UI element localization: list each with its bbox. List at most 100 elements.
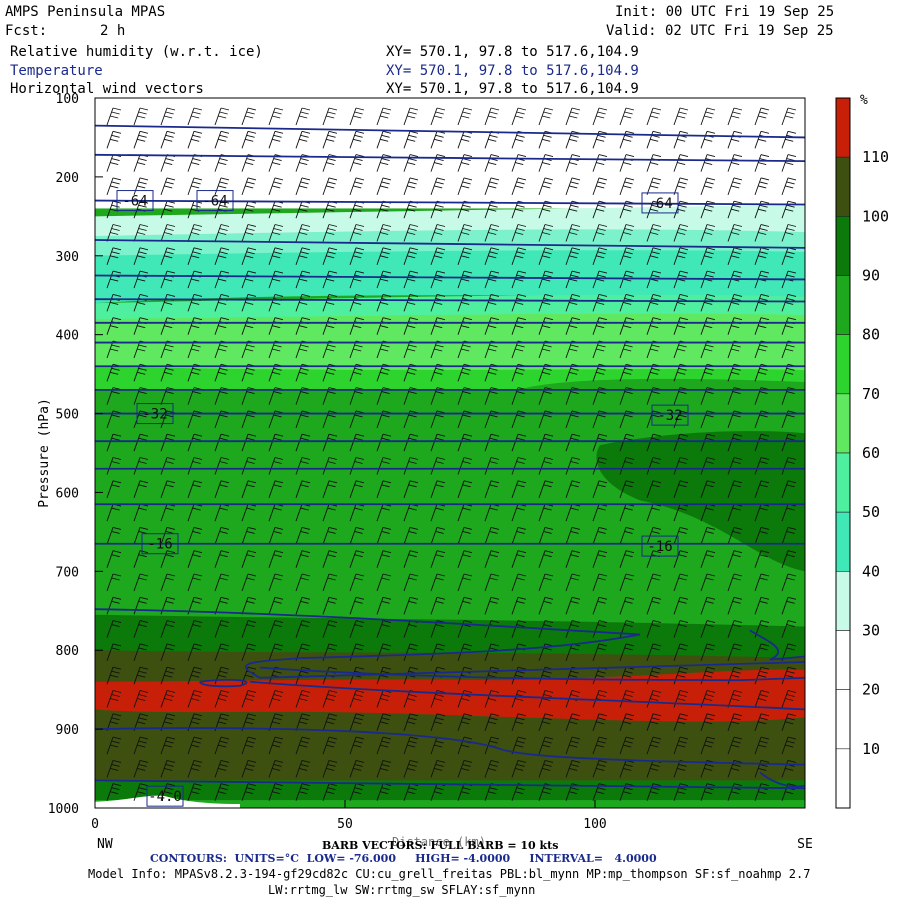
wind-barb xyxy=(457,596,473,615)
wind-barb xyxy=(430,596,446,615)
wind-barb xyxy=(754,363,770,382)
colorbar-tick-label: 50 xyxy=(862,503,880,521)
wind-barb xyxy=(484,596,500,615)
contour-label-box xyxy=(116,190,154,212)
wind-barb xyxy=(511,596,527,615)
wind-barb xyxy=(592,573,608,592)
wind-barb xyxy=(376,620,392,638)
wind-barb xyxy=(754,736,770,755)
wind-barb xyxy=(241,643,257,662)
wind-barb xyxy=(322,783,338,801)
colorbar-segment xyxy=(835,748,851,809)
wind-barb xyxy=(538,550,554,568)
wind-barb xyxy=(322,433,338,452)
contour-label: -64 xyxy=(122,194,147,210)
y-tick-label: 600 xyxy=(56,486,79,501)
temperature-contour xyxy=(199,678,248,688)
wind-barb xyxy=(619,224,635,242)
wind-barb xyxy=(538,224,554,242)
wind-barb xyxy=(781,457,797,475)
wind-barb xyxy=(187,224,203,242)
x-tick-label: 50 xyxy=(337,817,353,832)
wind-barb xyxy=(565,759,581,778)
wind-barb xyxy=(133,573,149,592)
wind-barb xyxy=(538,457,554,475)
wind-barb xyxy=(322,480,338,498)
wind-barb xyxy=(565,247,581,265)
wind-barb xyxy=(295,783,311,801)
wind-barb xyxy=(241,690,257,708)
wind-barb xyxy=(592,480,608,498)
contour-label: -16 xyxy=(147,537,172,553)
wind-barb xyxy=(133,526,149,545)
wind-barb xyxy=(214,783,230,801)
wind-barb xyxy=(781,433,797,452)
wind-barb xyxy=(133,433,149,452)
wind-barb xyxy=(403,433,419,452)
wind-barb xyxy=(106,526,122,545)
contour-label: -16 xyxy=(647,539,672,555)
wind-barb xyxy=(187,480,203,498)
wind-barb xyxy=(349,130,365,149)
wind-barb xyxy=(700,620,716,638)
wind-barb xyxy=(349,713,365,731)
wind-barb xyxy=(484,526,500,545)
wind-barb xyxy=(511,177,527,196)
wind-barb xyxy=(781,666,797,685)
wind-barb xyxy=(106,620,122,638)
wind-barb xyxy=(781,224,797,242)
wind-barb xyxy=(295,177,311,196)
wind-barb xyxy=(241,759,257,778)
wind-barb xyxy=(538,573,554,592)
field-wind-name: Horizontal wind vectors xyxy=(10,81,204,97)
wind-barb xyxy=(403,224,419,242)
wind-barb xyxy=(322,130,338,149)
contour-label: -4.0 xyxy=(148,789,182,805)
wind-barb xyxy=(727,550,743,568)
temperature-contour xyxy=(94,727,806,766)
wind-barb xyxy=(187,643,203,662)
wind-barb xyxy=(511,526,527,545)
wind-barb xyxy=(538,736,554,755)
wind-barb xyxy=(646,177,662,196)
rh-fill-layer xyxy=(95,98,805,808)
wind-barb xyxy=(187,247,203,265)
wind-barb xyxy=(511,550,527,568)
wind-barb xyxy=(322,224,338,242)
model-info-2: LW:rrtmg_lw SW:rrtmg_sw SFLAY:sf_mynn xyxy=(268,883,536,897)
wind-barb xyxy=(133,480,149,498)
x-tick-label: 100 xyxy=(583,817,606,832)
wind-barb xyxy=(673,713,689,731)
field-wind-xy: XY= 570.1, 97.8 to 517.6,104.9 xyxy=(386,81,639,97)
wind-barb xyxy=(619,433,635,452)
wind-barb xyxy=(295,480,311,498)
wind-barb xyxy=(376,480,392,498)
contour-label-box xyxy=(136,403,174,425)
model-title: AMPS Peninsula MPAS xyxy=(5,4,166,20)
colorbar-segment xyxy=(835,452,851,513)
wind-barb xyxy=(646,247,662,265)
wind-barb xyxy=(781,526,797,545)
wind-barb xyxy=(106,666,122,685)
temperature-contour xyxy=(94,153,806,163)
wind-barb xyxy=(349,596,365,615)
wind-barb xyxy=(565,620,581,638)
wind-barb xyxy=(322,177,338,196)
wind-barb xyxy=(673,620,689,638)
wind-barb xyxy=(619,480,635,498)
wind-barb xyxy=(322,759,338,778)
temperature-contour xyxy=(749,629,806,661)
colorbar-segment xyxy=(835,97,851,158)
wind-barb xyxy=(241,107,257,126)
wind-barb xyxy=(619,573,635,592)
wind-barb xyxy=(700,224,716,242)
wind-barb xyxy=(646,363,662,382)
wind-barb xyxy=(457,573,473,592)
wind-barb xyxy=(268,107,284,126)
wind-barb xyxy=(700,107,716,126)
wind-barb xyxy=(511,224,527,242)
wind-barb xyxy=(727,526,743,545)
field-rh-xy: XY= 570.1, 97.8 to 517.6,104.9 xyxy=(386,44,639,60)
wind-barb xyxy=(268,736,284,755)
